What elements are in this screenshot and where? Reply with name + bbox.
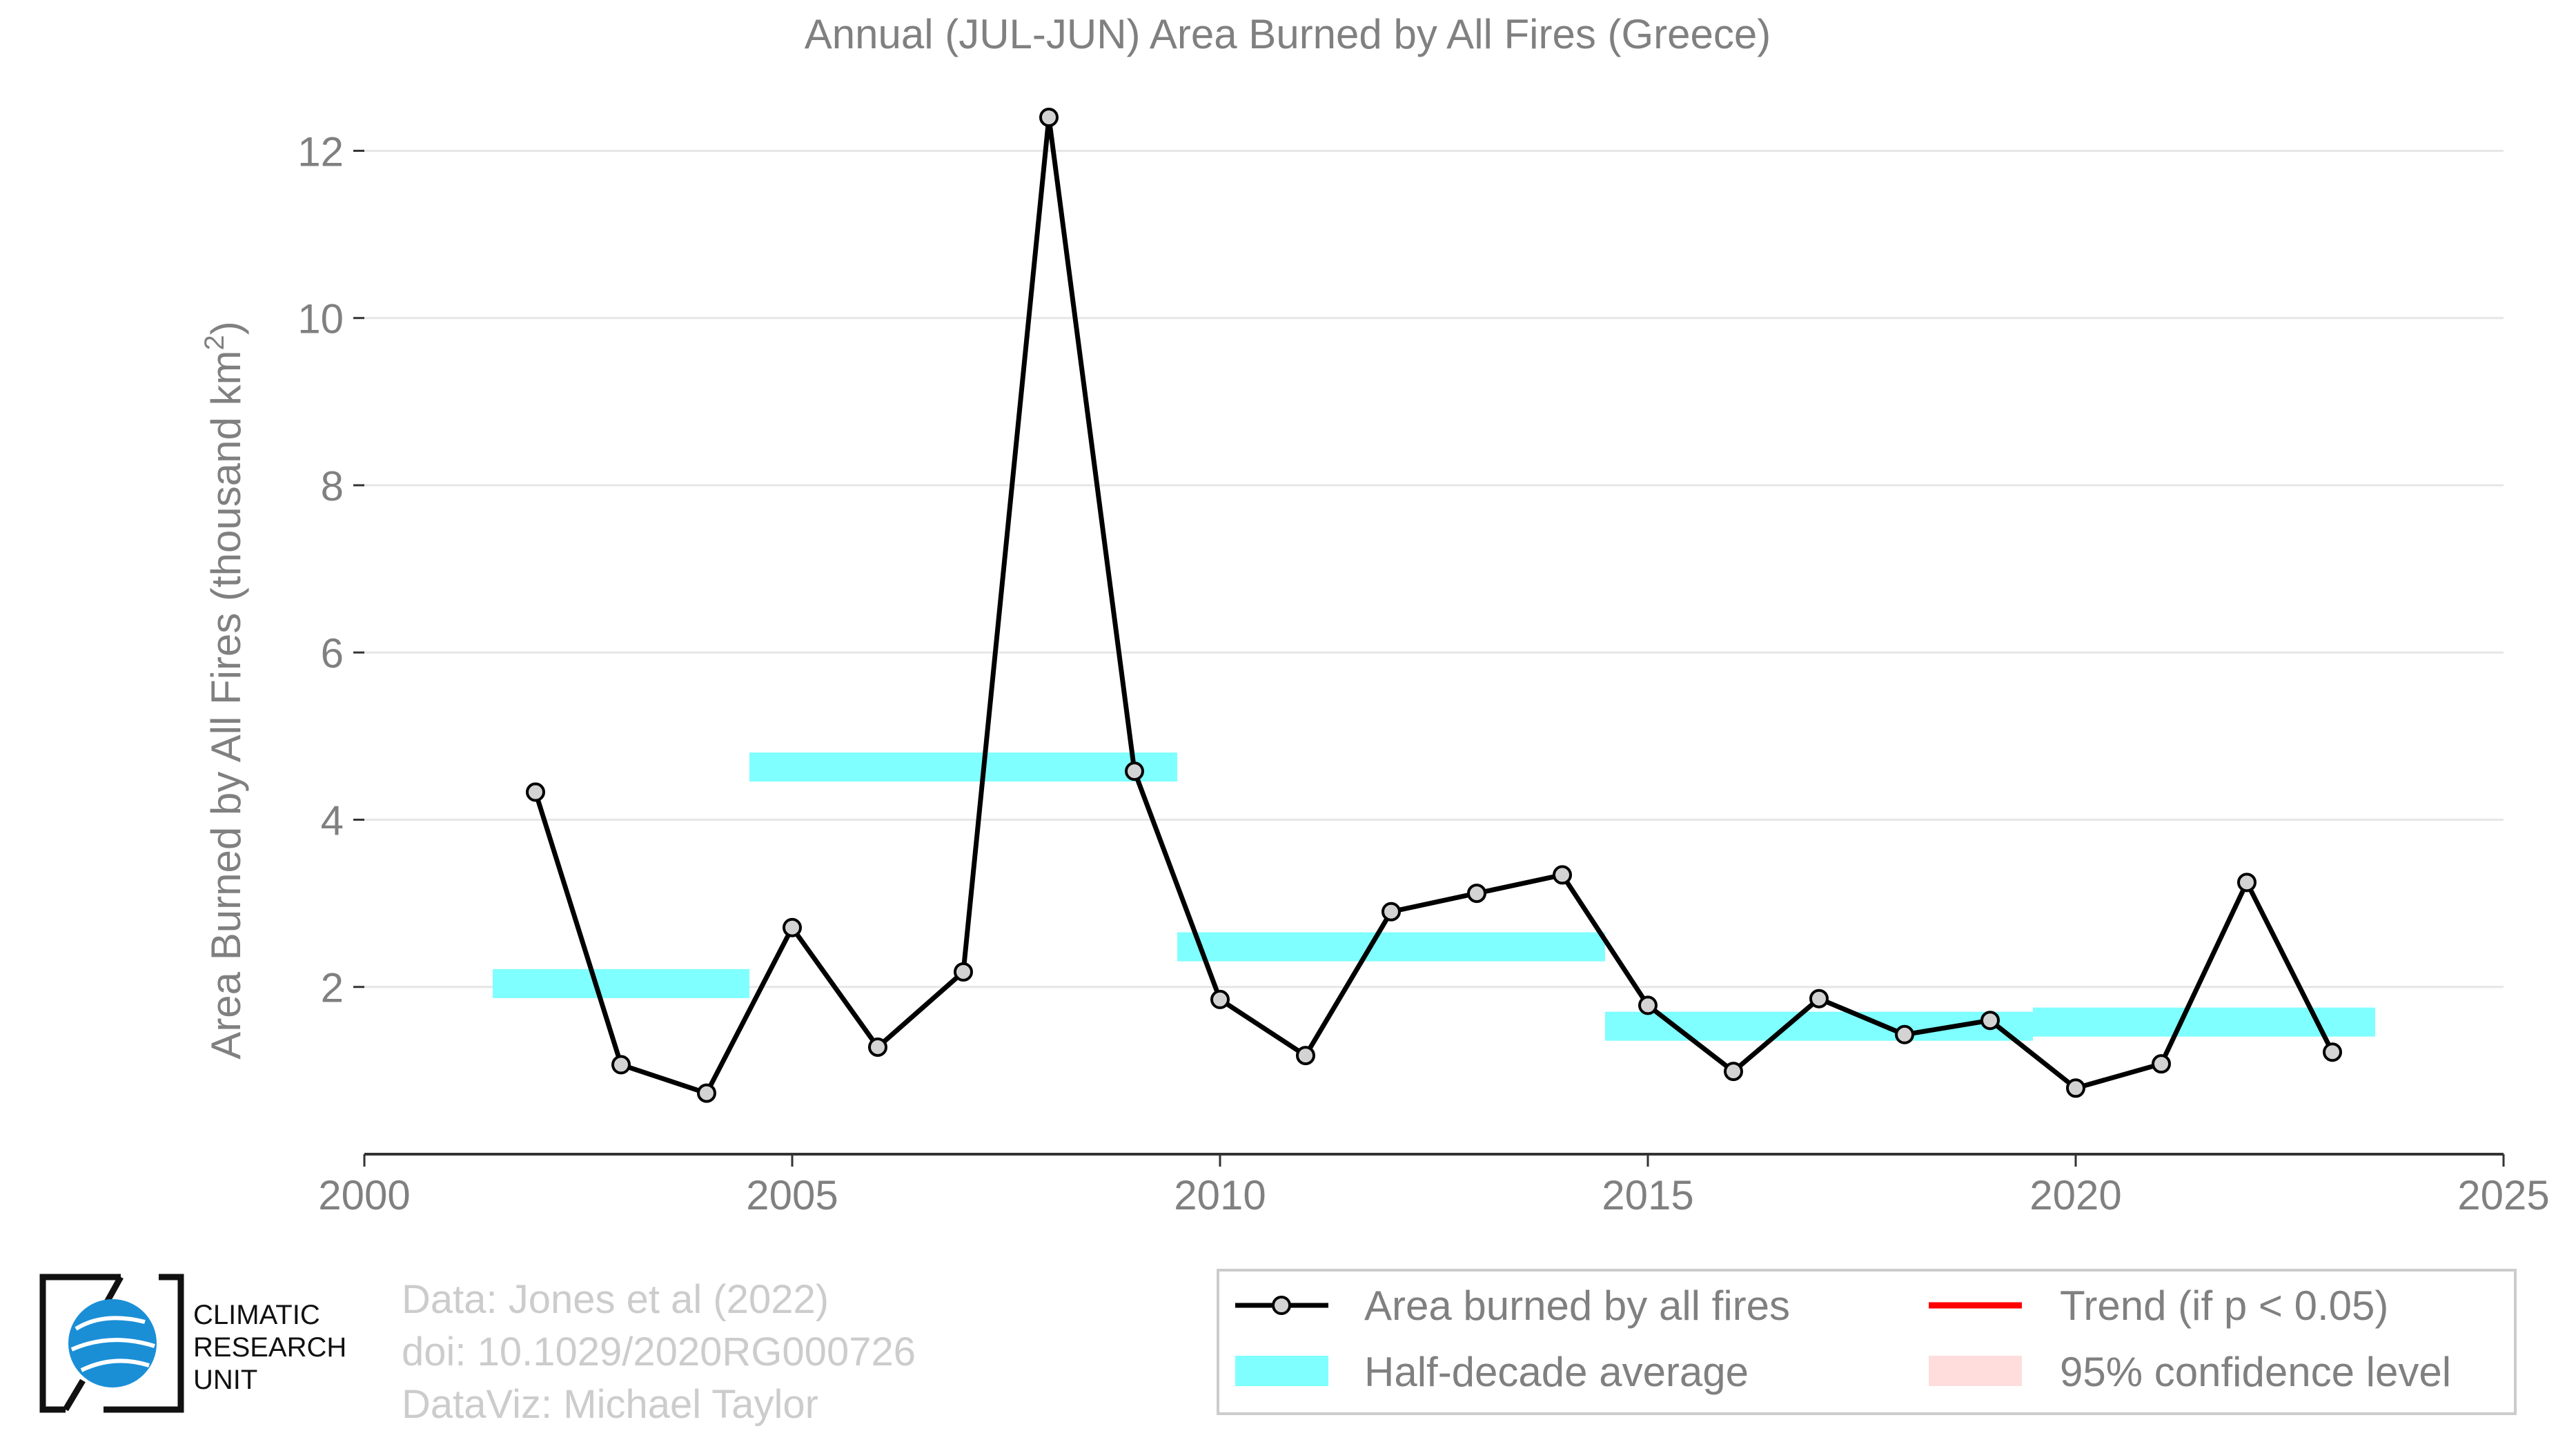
data-point-marker [1467, 884, 1486, 904]
data-point-marker [1638, 995, 1658, 1015]
x-tick-label: 2010 [1174, 1172, 1266, 1218]
data-point-marker [1210, 989, 1230, 1009]
y-tick-label: 4 [321, 797, 344, 844]
data-point-marker [1039, 108, 1059, 127]
y-tick-label: 8 [321, 463, 344, 509]
y-axis-label-suffix: ) [203, 321, 249, 335]
data-point-marker [2237, 873, 2257, 893]
y-tick-label: 6 [321, 630, 344, 676]
legend-label-area-burned: Area burned by all fires [1364, 1283, 1790, 1329]
half-decade-average-bar [493, 968, 749, 998]
x-tick-label: 2000 [318, 1172, 410, 1218]
logo-bracket-left [39, 1274, 121, 1413]
legend: Area burned by all fires Trend (if p < 0… [1217, 1269, 2517, 1415]
logo-text-line-3: UNIT [193, 1365, 257, 1395]
credit-dataviz: DataViz: Michael Taylor [402, 1382, 818, 1427]
y-axis-label-main: Area Burned by All Fires (thousand km [203, 351, 249, 1060]
credit-data-source: Data: Jones et al (2022) [402, 1277, 829, 1322]
data-point-marker [1895, 1024, 1914, 1044]
data-point-marker [1125, 761, 1144, 781]
y-tick-label: 2 [321, 965, 344, 1011]
data-point-marker [1809, 989, 1829, 1009]
credit-doi: doi: 10.1029/2020RG000726 [402, 1330, 916, 1374]
data-point-marker [526, 782, 545, 802]
data-point-marker [1724, 1062, 1743, 1082]
data-point-marker [2323, 1042, 2342, 1062]
legend-label-confidence: 95% confidence level [2060, 1349, 2451, 1395]
x-tick-label: 2015 [1602, 1172, 1693, 1218]
data-point-marker [1980, 1011, 2000, 1031]
data-point-marker [611, 1055, 631, 1075]
y-tick-label: 10 [297, 296, 344, 342]
legend-swatch-confidence [1929, 1356, 2022, 1386]
cru-logo: CLIMATIC RESEARCH UNIT [39, 1274, 346, 1413]
globe-swirl-3 [80, 1359, 150, 1372]
logo-bracket-right [104, 1274, 184, 1413]
logo-slash-bottom [63, 1379, 86, 1412]
logo-text-line-1: CLIMATIC [193, 1300, 320, 1330]
half-decade-average-bars [493, 752, 2375, 1041]
globe-swirl-2 [70, 1338, 155, 1352]
legend-swatch-area-burned-marker [1272, 1296, 1291, 1315]
data-point-marker [868, 1037, 887, 1057]
data-point-marker [2152, 1054, 2171, 1074]
data-point-marker [1296, 1046, 1315, 1066]
legend-frame [1217, 1269, 2517, 1415]
legend-label-half-decade: Half-decade average [1364, 1349, 1749, 1395]
x-tick-label: 2020 [2029, 1172, 2121, 1218]
data-credits: Data: Jones et al (2022) doi: 10.1029/20… [402, 1277, 916, 1427]
y-axis-label-superscript: 2 [199, 335, 230, 350]
data-point-marker [1553, 865, 1572, 885]
half-decade-average-bar [1177, 932, 1605, 962]
grid-lines [364, 149, 2504, 989]
x-tick-label: 2025 [2457, 1172, 2549, 1218]
axes [353, 149, 2505, 1167]
legend-label-trend: Trend (if p < 0.05) [2060, 1283, 2388, 1329]
series-line-layer [533, 115, 2335, 1096]
chart-title: Annual (JUL-JUN) Area Burned by All Fire… [805, 11, 1771, 57]
data-point-marker [2066, 1078, 2085, 1098]
data-point-marker [954, 962, 973, 982]
series-markers [526, 108, 2342, 1103]
logo-text-line-2: RESEARCH [193, 1332, 346, 1363]
legend-swatch-half-decade [1235, 1356, 1328, 1386]
data-point-marker [697, 1083, 716, 1103]
tick-labels: 2 4 6 8 10 12 2000 2005 2010 2015 2020 2025 [297, 128, 2549, 1218]
area-burned-line [533, 115, 2335, 1096]
x-tick-label: 2005 [746, 1172, 838, 1218]
half-decade-average-bar [749, 752, 1177, 782]
data-point-marker [783, 917, 802, 937]
data-point-marker [1382, 902, 1401, 922]
y-axis-label: Area Burned by All Fires (thousand km2) [199, 321, 249, 1059]
y-tick-label: 12 [297, 128, 344, 175]
globe-swirl-1 [75, 1316, 146, 1331]
